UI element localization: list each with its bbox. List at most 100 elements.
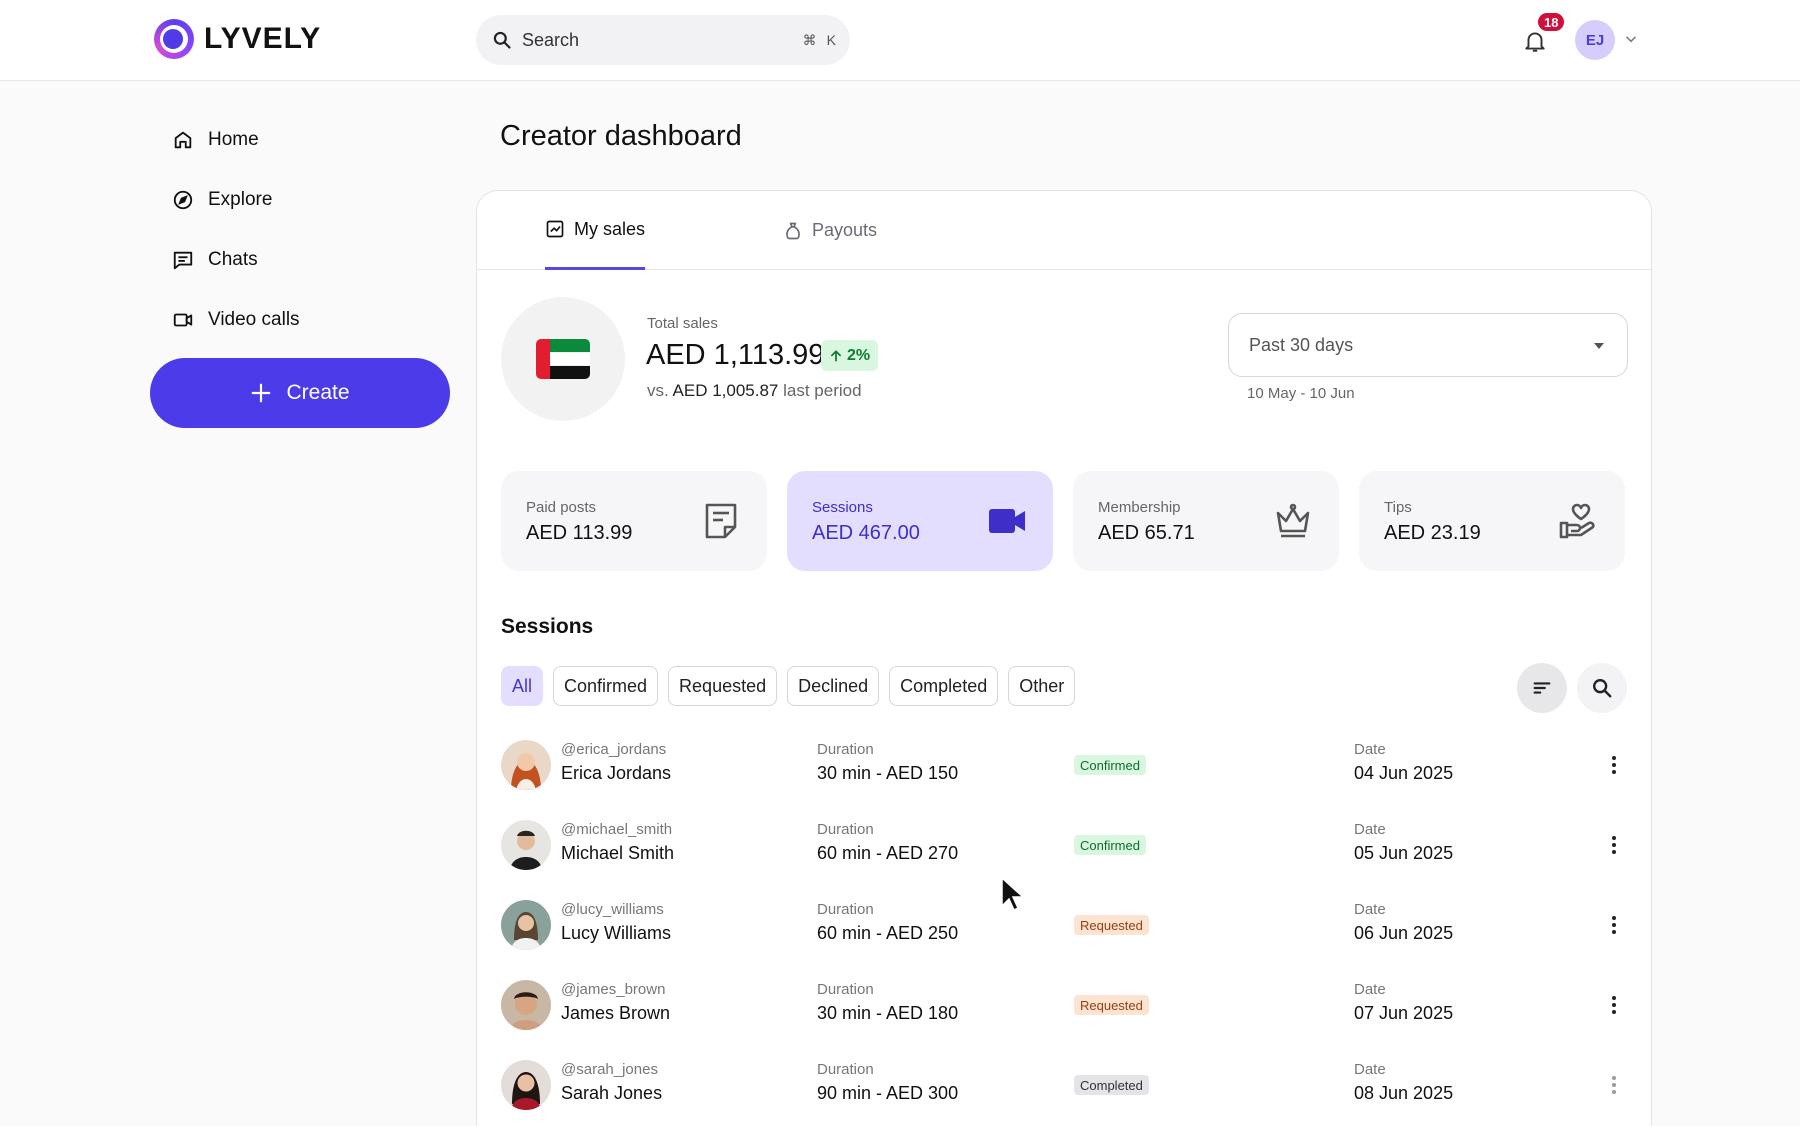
compass-icon xyxy=(173,190,193,210)
tab-my-sales[interactable]: My sales xyxy=(545,191,646,270)
sidebar-item-video-calls[interactable]: Video calls xyxy=(150,290,450,350)
shortcut-key: K xyxy=(826,32,836,48)
filter-requested[interactable]: Requested xyxy=(668,666,778,706)
more-vertical-icon xyxy=(1612,1076,1616,1094)
date-label: Date xyxy=(1354,741,1386,758)
date-label: Date xyxy=(1354,821,1386,838)
sidebar-item-home[interactable]: Home xyxy=(150,110,450,170)
list-item[interactable]: @sarah_jones Sarah Jones Duration 90 min… xyxy=(501,1051,1631,1126)
sessions-list: @erica_jordans Erica Jordans Duration 30… xyxy=(501,731,1631,1126)
video-camera-icon xyxy=(989,509,1025,533)
money-bag-icon xyxy=(786,222,800,239)
status-badge: Requested xyxy=(1074,995,1149,1015)
user-name: Michael Smith xyxy=(561,843,675,863)
search-icon xyxy=(1593,679,1612,698)
tab-label: My sales xyxy=(574,218,646,239)
user-name: Sarah Jones xyxy=(561,1083,663,1103)
brand-logo[interactable]: LYVELY xyxy=(154,19,321,59)
page-title: Creator dashboard xyxy=(500,120,742,152)
notification-badge: 18 xyxy=(1536,11,1567,33)
duration-label: Duration xyxy=(817,741,874,758)
more-options-button[interactable] xyxy=(1605,913,1623,937)
filter-other[interactable]: Other xyxy=(1008,666,1076,706)
caret-down-icon xyxy=(1594,343,1604,349)
total-sales-value: AED 1,113.99 xyxy=(646,339,825,371)
stat-value: AED 467.00 xyxy=(812,522,920,544)
sidebar-item-label: Video calls xyxy=(208,309,300,330)
shortcut-mod: ⌘ xyxy=(802,31,817,48)
sort-icon xyxy=(1533,682,1551,694)
stat-card-paid-posts[interactable]: Paid posts AED 113.99 xyxy=(501,471,767,571)
growth-value: 2% xyxy=(847,346,871,364)
list-item[interactable]: @michael_smith Michael Smith Duration 60… xyxy=(501,811,1631,891)
date-value: 05 Jun 2025 xyxy=(1354,843,1454,863)
more-vertical-icon xyxy=(1612,756,1616,774)
chart-icon xyxy=(546,220,564,238)
tab-label: Payouts xyxy=(812,220,878,240)
stat-card-tips[interactable]: Tips AED 23.19 xyxy=(1359,471,1625,571)
user-avatar[interactable]: EJ xyxy=(1575,20,1615,60)
sidebar-item-label: Explore xyxy=(208,189,273,210)
user-handle: @lucy_williams xyxy=(561,901,664,918)
filter-declined[interactable]: Declined xyxy=(787,666,880,706)
sort-button[interactable] xyxy=(1517,663,1567,713)
sidebar-item-explore[interactable]: Explore xyxy=(150,170,450,230)
home-icon xyxy=(174,131,192,149)
comparison-text: vs. AED 1,005.87 last period xyxy=(647,381,862,401)
filter-all[interactable]: All xyxy=(501,666,544,706)
user-handle: @erica_jordans xyxy=(561,741,667,758)
date-label: Date xyxy=(1354,1061,1386,1078)
date-value: 06 Jun 2025 xyxy=(1354,923,1454,943)
stat-label: Tips xyxy=(1384,499,1412,516)
compare-suffix: last period xyxy=(783,381,862,400)
sidebar-item-label: Chats xyxy=(208,249,258,270)
date-label: Date xyxy=(1354,981,1386,998)
chevron-down-icon[interactable] xyxy=(1624,32,1638,46)
date-value: 04 Jun 2025 xyxy=(1354,763,1454,783)
search-sessions-button[interactable] xyxy=(1577,663,1627,713)
video-icon xyxy=(173,313,193,327)
create-button[interactable]: Create xyxy=(150,358,450,428)
avatar xyxy=(501,820,551,870)
user-handle: @james_brown xyxy=(561,981,666,998)
more-options-button[interactable] xyxy=(1605,833,1623,857)
stat-card-membership[interactable]: Membership AED 65.71 xyxy=(1073,471,1339,571)
status-badge: Requested xyxy=(1074,915,1149,935)
date-value: 08 Jun 2025 xyxy=(1354,1083,1454,1103)
sessions-title: Sessions xyxy=(501,615,594,638)
list-item[interactable]: @lucy_williams Lucy Williams Duration 60… xyxy=(501,891,1631,971)
more-options-button[interactable] xyxy=(1605,753,1623,777)
session-filters: All Confirmed Requested Declined Complet… xyxy=(501,666,1076,706)
stat-value: AED 113.99 xyxy=(526,522,633,544)
filter-confirmed[interactable]: Confirmed xyxy=(553,666,659,706)
duration-value: 30 min - AED 150 xyxy=(817,763,959,783)
period-select[interactable]: Past 30 days xyxy=(1228,313,1628,377)
avatar xyxy=(501,1060,551,1110)
sidebar-item-chats[interactable]: Chats xyxy=(150,230,450,290)
search-input[interactable] xyxy=(522,29,793,51)
search-bar[interactable]: ⌘ K xyxy=(476,15,850,65)
period-selected: Past 30 days xyxy=(1249,334,1354,355)
stat-card-sessions[interactable]: Sessions AED 467.00 xyxy=(787,471,1053,571)
bell-icon[interactable] xyxy=(1522,28,1548,54)
period-range: 10 May - 10 Jun xyxy=(1247,385,1355,402)
user-handle: @michael_smith xyxy=(561,821,673,838)
stat-label: Membership xyxy=(1098,499,1181,516)
sidebar-item-label: Home xyxy=(208,129,259,150)
list-item[interactable]: @erica_jordans Erica Jordans Duration 30… xyxy=(501,731,1631,811)
status-badge: Confirmed xyxy=(1074,835,1146,855)
stat-value: AED 23.19 xyxy=(1384,522,1481,544)
duration-value: 60 min - AED 250 xyxy=(817,923,959,943)
tab-bar: My sales Payouts xyxy=(477,191,1653,270)
stat-label: Sessions xyxy=(812,499,873,516)
filter-completed[interactable]: Completed xyxy=(889,666,999,706)
sidebar: Home Explore Chats Video calls Create xyxy=(150,110,450,428)
status-badge: Completed xyxy=(1074,1075,1149,1095)
post-icon xyxy=(705,503,737,539)
more-options-button[interactable] xyxy=(1605,1073,1623,1097)
compare-prefix: vs. xyxy=(647,381,669,400)
list-item[interactable]: @james_brown James Brown Duration 30 min… xyxy=(501,971,1631,1051)
more-options-button[interactable] xyxy=(1605,993,1623,1017)
uae-flag-icon xyxy=(536,339,590,379)
tab-payouts[interactable]: Payouts xyxy=(783,191,877,270)
